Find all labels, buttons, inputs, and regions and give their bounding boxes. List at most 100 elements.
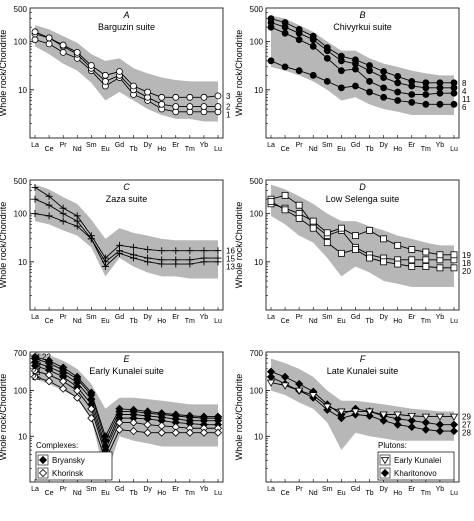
- data-point: [171, 428, 180, 437]
- x-tick-label: Tb: [365, 146, 373, 153]
- legend-label: Kharitonovo: [394, 469, 437, 478]
- x-tick-label: Yb: [436, 486, 445, 493]
- series-25: [30, 372, 223, 465]
- x-tick-label: Sm: [322, 314, 333, 321]
- data-point: [172, 103, 180, 110]
- data-point: [87, 414, 96, 423]
- x-tick-label: Tb: [365, 490, 373, 497]
- x-tick-label: Lu: [214, 318, 222, 325]
- y-tick-label: 10: [254, 258, 263, 267]
- sample-label: 11: [462, 95, 471, 104]
- panel-b: 500 100 10 Whole rock/Chondrite La Ce Pr Nd Sm Eu…: [234, 5, 471, 153]
- data-point: [352, 232, 359, 240]
- x-tick-label: Ho: [393, 318, 402, 325]
- x-tick-label: Pr: [296, 142, 304, 149]
- x-tick-label: Dy: [143, 486, 152, 493]
- panel-f: 700 100 10 Whole rock/Chondrite La Ce Pr Nd Sm Eu…: [234, 349, 471, 497]
- x-tick-label: Tb: [129, 318, 137, 325]
- data-point: [214, 103, 222, 110]
- data-point: [172, 247, 180, 255]
- x-tick-label: Eu: [101, 146, 110, 153]
- y-tick-label: 500: [14, 5, 28, 14]
- sample-label: 1: [226, 111, 231, 120]
- data-point: [422, 100, 430, 108]
- x-tick-label: Tm: [421, 318, 431, 325]
- data-point: [380, 93, 388, 101]
- data-point: [450, 251, 458, 259]
- data-point: [130, 251, 138, 259]
- legend-marker: [380, 468, 390, 478]
- data-point: [200, 103, 208, 110]
- panel-letter: A: [122, 10, 129, 20]
- data-point: [394, 73, 402, 80]
- legend-label: Khorinsk: [52, 469, 84, 478]
- x-tick-label: Sm: [86, 142, 97, 149]
- data-point: [281, 191, 289, 199]
- panel-a: 500 100 10 Whole rock/Chondrite La Ce Pr Nd Sm Eu…: [0, 5, 231, 153]
- data-point: [281, 63, 289, 71]
- panel-e: 700 100 10 Whole rock/Chondrite La Ce Pr Nd Sm Eu…: [0, 349, 224, 497]
- data-point: [59, 204, 67, 212]
- data-point: [436, 100, 444, 108]
- x-tick-label: Lu: [450, 490, 458, 497]
- sample-label: 27: [462, 421, 471, 430]
- data-point: [337, 414, 346, 423]
- data-point: [337, 249, 345, 257]
- plot-frame: [29, 7, 224, 139]
- data-point: [213, 428, 223, 437]
- data-point: [449, 427, 459, 436]
- y-axis-label: Whole rock/Chondrite: [0, 202, 8, 289]
- x-tick-label: La: [267, 314, 275, 321]
- data-point: [365, 411, 374, 420]
- data-point: [408, 91, 416, 98]
- data-point: [73, 393, 82, 402]
- data-point: [267, 57, 275, 65]
- data-point: [422, 79, 430, 87]
- data-point: [337, 84, 345, 92]
- x-tick-label: Yb: [200, 314, 209, 321]
- x-tick-label: Ho: [393, 490, 402, 497]
- data-point: [337, 67, 345, 75]
- data-point: [422, 256, 430, 264]
- x-tick-label: Sm: [86, 314, 97, 321]
- x-tick-label: Pr: [296, 486, 304, 493]
- series-19: [267, 200, 458, 259]
- x-tick-label: Tm: [185, 490, 195, 497]
- data-point: [295, 25, 303, 33]
- sample-label: 4: [462, 87, 467, 96]
- y-tick-label: 100: [250, 38, 264, 47]
- x-tick-label: Gd: [115, 314, 124, 321]
- data-point: [101, 254, 109, 262]
- data-point: [45, 34, 53, 42]
- data-point: [449, 413, 459, 421]
- data-point: [380, 84, 388, 92]
- x-tick-label: Lu: [450, 318, 458, 325]
- data-point: [394, 260, 402, 268]
- panel-title: Zaza suite: [106, 194, 148, 204]
- x-tick-label: Ce: [45, 490, 54, 497]
- data-point: [200, 247, 208, 255]
- data-point: [31, 36, 39, 44]
- x-tick-label: Eu: [101, 490, 110, 497]
- sample-label: 24: [32, 367, 41, 376]
- x-tick-label: Gd: [351, 486, 360, 493]
- data-point: [366, 254, 373, 262]
- x-tick-label: Dy: [143, 142, 152, 149]
- data-point: [87, 62, 95, 69]
- y-tick-label: 10: [18, 432, 27, 441]
- y-tick-label: 100: [14, 210, 28, 219]
- x-tick-label: Yb: [436, 142, 445, 149]
- x-tick-label: Dy: [143, 314, 152, 321]
- data-point: [366, 62, 373, 69]
- data-point: [200, 93, 208, 101]
- y-tick-label: 10: [18, 258, 27, 267]
- data-point: [280, 382, 290, 390]
- sample-label: 22: [42, 353, 51, 362]
- data-point: [30, 372, 40, 381]
- data-point: [421, 413, 431, 421]
- panel-title: Early Kunalei suite: [89, 366, 164, 376]
- panel-d: 500 100 10 Whole rock/Chondrite La Ce Pr Nd Sm Eu…: [234, 177, 471, 325]
- data-point: [408, 77, 416, 85]
- x-tick-label: Nd: [73, 318, 82, 325]
